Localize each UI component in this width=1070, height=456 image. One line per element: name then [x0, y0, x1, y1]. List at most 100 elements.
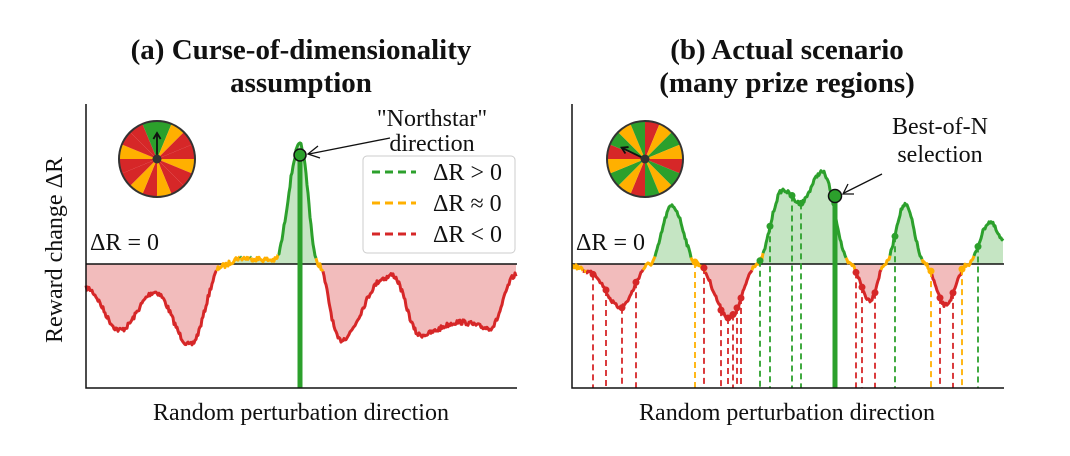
- panel-b-sample-point: [936, 294, 944, 302]
- panel-a-annotation-arrow: [308, 137, 391, 155]
- wheel-hub: [152, 154, 162, 164]
- y-axis-label: Reward change ΔR: [42, 157, 68, 343]
- arrowhead-icon: [841, 183, 854, 195]
- wheel-sector: [645, 132, 681, 159]
- panel-a-prize-wheel-icon: [118, 120, 196, 198]
- panel-b-annotation-arrow: [843, 173, 883, 194]
- panel-b-x-axis-label: Random perturbation direction: [639, 400, 935, 426]
- panel-b-plot: [571, 169, 1005, 388]
- panel-b-sample-point: [602, 286, 610, 294]
- panel-b-sample-point: [949, 289, 957, 297]
- panel-a-annotation-line1: "Northstar": [377, 106, 487, 132]
- arrowhead-icon: [306, 145, 321, 159]
- panel-b-best-marker: [827, 188, 843, 204]
- wheel-sector: [157, 121, 172, 159]
- panel-b-sample-point: [788, 191, 796, 199]
- panel-a-title-line2: assumption: [230, 67, 372, 99]
- wheel-sector: [119, 159, 157, 174]
- panel-a-curve-segment: [314, 257, 325, 273]
- panel-b-curve-segment: [641, 255, 657, 271]
- panel-b-sample-point: [618, 304, 626, 312]
- wheel-sector: [645, 144, 683, 159]
- panel-a-negative-fill: [86, 264, 516, 345]
- panel-b-sample-point: [958, 265, 966, 273]
- wheel-hub: [640, 154, 650, 164]
- panel-a-curve-segment: [249, 254, 280, 264]
- panel-a-annotation-line2: direction: [389, 131, 474, 157]
- panel-a-zero-label: ΔR = 0: [90, 230, 159, 256]
- wheel-sector: [157, 159, 195, 174]
- panel-b-sample-point: [852, 268, 860, 276]
- panel-b-sample-point: [724, 314, 732, 322]
- panel-b-sample-point: [632, 278, 640, 286]
- wheel-sector: [157, 132, 193, 159]
- wheel-sector: [157, 159, 172, 197]
- panel-a-curve-segment: [249, 255, 252, 259]
- wheel-sector: [157, 159, 193, 186]
- wheel-sector: [142, 121, 157, 159]
- panel-b-sample-point: [589, 270, 597, 278]
- panel-a-title-line1: (a) Curse-of-dimensionality: [131, 34, 472, 66]
- wheel-sector: [645, 123, 672, 159]
- panel-b-annotation-line2: selection: [897, 142, 982, 168]
- panel-b-sample-point: [871, 289, 879, 297]
- panel-a-northstar-marker: [293, 148, 307, 162]
- panel-b-title-line1: (b) Actual scenario: [670, 34, 904, 66]
- panel-b-annotation-line1: Best-of-N: [892, 114, 988, 140]
- panel-b-sample-point: [766, 222, 774, 230]
- wheel-sector: [130, 159, 157, 195]
- wheel-sector: [121, 159, 157, 186]
- panel-a-curve-segment: [321, 271, 518, 344]
- panel-b-curve-segment: [854, 269, 883, 304]
- panel-a-curve-segment: [239, 255, 252, 262]
- wheel-sector: [630, 159, 645, 197]
- panel-a-curve-segment: [239, 255, 242, 259]
- panel-b-sample-point: [700, 264, 708, 272]
- wheel-sector: [157, 144, 195, 159]
- panel-b-sample-point: [797, 199, 805, 207]
- panel-a-curve-segment: [84, 269, 218, 347]
- wheel-sector: [645, 121, 660, 159]
- wheel-sector: [645, 159, 660, 197]
- panel-a-curve-segment: [215, 255, 241, 272]
- wheel-arrowhead-icon: [152, 131, 162, 140]
- panel-b-zero-label: ΔR = 0: [576, 230, 645, 256]
- panel-b-curve-segment: [844, 257, 858, 274]
- panel-b-curve-segment: [653, 203, 693, 258]
- panel-b-curve-segment: [571, 263, 585, 272]
- wheel-sector: [157, 123, 184, 159]
- panel-b-sample-point: [756, 257, 764, 265]
- panel-b-curve-segment: [879, 255, 892, 271]
- panel-b-curve-segment: [929, 268, 964, 309]
- panel-b-sample-point: [729, 311, 737, 319]
- panel-b-sample-point: [691, 258, 699, 266]
- panel-b-sample-point: [737, 294, 745, 302]
- legend-box: [362, 155, 516, 254]
- wheel-sector: [609, 132, 645, 159]
- panel-b-axes: [571, 104, 1004, 389]
- panel-b-curve-segment: [583, 269, 588, 274]
- panel-b-sample-point: [733, 304, 741, 312]
- panel-a-plot: [84, 141, 518, 388]
- legend: ΔR > 0 ΔR ≈ 0 ΔR < 0: [362, 155, 516, 254]
- wheel-sector: [121, 132, 157, 159]
- panel-b-sample-point: [717, 306, 725, 314]
- panel-b-sample-point: [974, 243, 982, 251]
- wheel-sector: [119, 144, 157, 159]
- panel-a-axes: [85, 104, 517, 389]
- wheel-sector: [609, 159, 645, 186]
- wheel-sector: [142, 159, 157, 197]
- wheel-sector: [645, 159, 681, 186]
- panel-a-x-axis-label: Random perturbation direction: [153, 400, 449, 426]
- wheel-rim: [606, 120, 684, 198]
- wheel-sector: [645, 159, 672, 195]
- legend-label-positive: ΔR > 0: [433, 160, 502, 186]
- legend-label-negative: ΔR < 0: [433, 222, 502, 248]
- panel-b-title-line2: (many prize regions): [659, 67, 915, 99]
- wheel-sector: [618, 123, 645, 159]
- wheel-rim: [118, 120, 196, 198]
- wheel-sector: [607, 159, 645, 174]
- wheel-sector: [645, 159, 683, 174]
